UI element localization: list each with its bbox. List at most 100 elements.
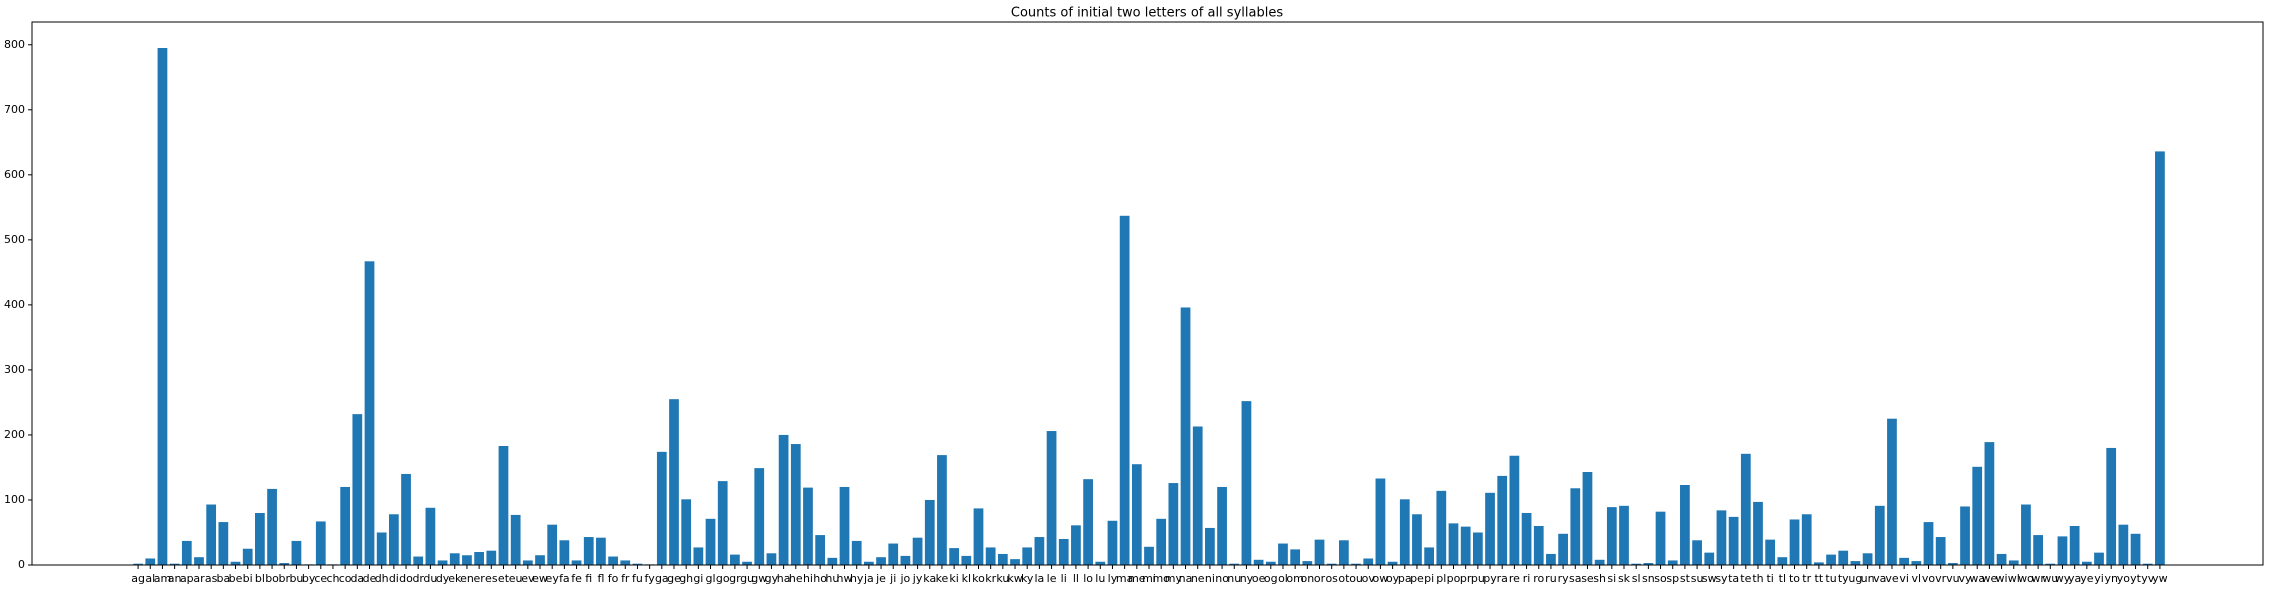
x-tick-label: ag [131,572,145,585]
x-tick-label: je [875,572,886,585]
x-tick-label: ly [1108,572,1118,585]
x-tick-label: py [1483,572,1497,585]
bar [1570,488,1581,565]
x-tick-label: yw [2152,572,2168,585]
bar [437,560,448,565]
bar [863,561,874,565]
x-tick-label: ni [1205,572,1215,585]
x-tick-label: fu [632,572,643,585]
x-tick-label: wa [1969,572,1985,585]
x-tick-label: jy [912,572,923,585]
bar [352,414,363,565]
bar [985,547,996,565]
x-tick-label: ma [1116,572,1133,585]
bar [1606,507,1617,565]
bar [827,557,838,565]
bar [693,547,704,565]
bar [1034,537,1045,565]
x-tick-label: bi [243,572,253,585]
x-tick-label: om [1286,572,1303,585]
x-tick-label: wy [2055,572,2071,585]
bar [498,445,509,565]
bar [2106,447,2117,565]
x-tick-label: sn [1642,572,1655,585]
x-tick-label: sw [1702,572,1717,585]
x-tick-label: ap [180,572,194,585]
x-tick-label: br [278,572,290,585]
x-tick-label: we [1982,572,1998,585]
bar [1643,563,1654,565]
bar [1753,501,1763,565]
bar [1667,560,1678,565]
bar [169,563,180,565]
x-tick-label: ke [936,572,949,585]
bar [1558,533,1568,565]
bar [596,537,606,565]
bar [1071,525,1081,565]
x-tick-label: ku [996,572,1009,585]
x-tick-label: gl [706,572,716,585]
x-tick-label: vy [1959,572,1973,585]
bar [1180,307,1191,565]
x-tick-label: pi [1424,572,1434,585]
x-tick-label: bl [255,572,265,585]
x-tick-label: bo [265,572,279,585]
bar [1302,561,1313,565]
bar [157,48,168,566]
x-tick-label: ye [2080,572,2094,585]
bar [1777,557,1788,565]
x-tick-label: kw [1007,572,1022,585]
bar [1253,559,1264,565]
x-tick-label: re [1509,572,1520,585]
x-tick-label: ky [1021,572,1034,585]
x-tick-label: tr [1802,572,1811,585]
x-tick-label: hw [837,572,853,585]
bar [1692,540,1702,565]
x-tick-label: al [145,572,155,585]
bar [181,540,192,565]
bar [1217,486,1227,565]
bar [1399,499,1410,565]
bar [2142,563,2153,565]
bar [1789,519,1800,565]
bar [1619,505,1629,565]
y-tick-label: 500 [4,233,25,246]
bar [1680,485,1690,565]
bar [1704,552,1715,565]
y-tick-label: 800 [4,38,25,51]
x-tick-label: sy [1715,572,1728,585]
x-tick-label: se [1581,572,1594,585]
x-tick-label: mi [1142,572,1156,585]
bar [218,522,229,565]
x-tick-label: fl [597,572,604,585]
x-tick-label: mo [1152,572,1170,585]
bar [1740,453,1751,565]
bar [1887,418,1897,565]
bar [1326,563,1337,565]
x-tick-label: pl [1436,572,1446,585]
bar [388,514,399,565]
x-tick-label: gu [740,572,754,585]
bar [620,560,631,565]
bar [510,514,521,565]
x-tick-label: na [1179,572,1193,585]
bar [1424,547,1435,565]
bar [571,560,582,565]
x-tick-label: gr [729,572,741,585]
bar [839,486,850,565]
x-tick-label: sh [1593,572,1606,585]
x-tick-label: by [302,572,316,585]
bar [474,551,484,565]
bar [1996,553,2007,565]
bar [2069,525,2080,565]
bar [340,486,351,565]
bar [2094,552,2104,565]
x-tick-label: ri [1523,572,1531,585]
x-tick-label: ti [1766,572,1773,585]
x-tick-label: ru [1545,572,1557,585]
x-tick-label: dr [412,572,424,585]
x-tick-label: my [1165,572,1183,585]
bar [1144,546,1154,565]
bar [1241,401,1252,565]
